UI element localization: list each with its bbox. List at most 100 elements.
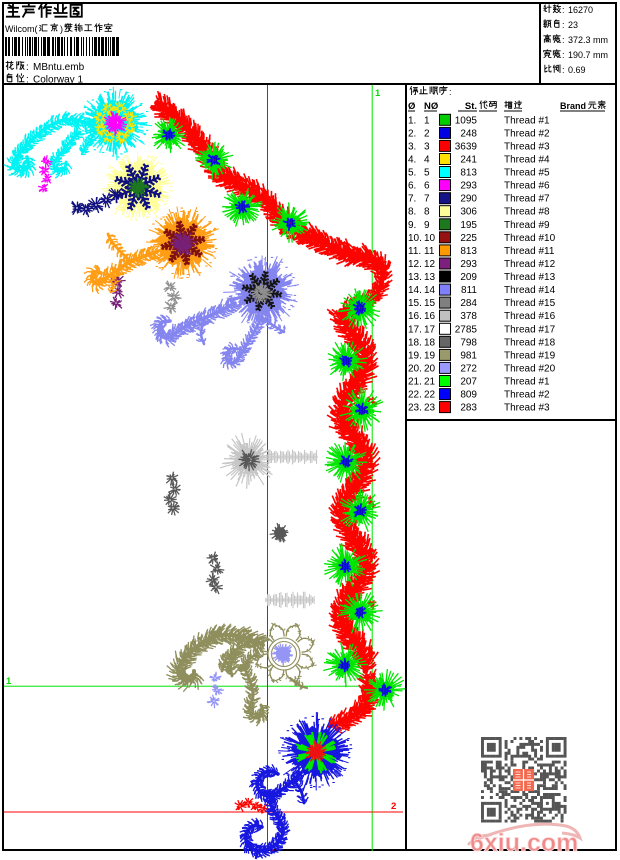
svg-text:Thread #1: Thread #1 [504,115,550,126]
svg-text:2785: 2785 [455,324,478,335]
svg-text:Thread #13: Thread #13 [504,272,556,283]
svg-text:MBntu.emb: MBntu.emb [33,62,85,73]
svg-text:11.: 11. [408,246,421,257]
svg-text::: : [26,75,29,86]
svg-text:Thread #2: Thread #2 [504,390,550,401]
svg-text:23: 23 [568,20,578,30]
svg-text:293: 293 [460,259,477,270]
svg-text:17: 17 [424,324,436,335]
svg-text:6: 6 [424,181,430,192]
svg-text:Thread #16: Thread #16 [504,311,556,322]
svg-text:Thread #15: Thread #15 [504,298,556,309]
svg-text:4.: 4. [408,154,416,165]
svg-text:18.: 18. [408,337,422,348]
svg-text:15: 15 [424,298,436,309]
svg-text:378: 378 [460,311,477,322]
svg-text:13: 13 [424,272,436,283]
svg-text:Thread #1: Thread #1 [504,377,550,388]
svg-text:248: 248 [460,128,477,139]
svg-text:Thread #11: Thread #11 [504,246,555,257]
svg-text:1: 1 [6,676,12,687]
svg-text:981: 981 [460,350,477,361]
svg-text:16.: 16. [408,311,422,322]
svg-text::: : [562,65,565,75]
svg-text:): ) [60,24,63,34]
svg-text:17.: 17. [408,324,422,335]
svg-text:16: 16 [424,311,436,322]
svg-text:8: 8 [424,207,430,218]
svg-text:207: 207 [460,377,477,388]
svg-text:1: 1 [375,88,381,99]
svg-text:Thread #8: Thread #8 [504,207,550,218]
svg-text:Thread #7: Thread #7 [504,194,550,205]
svg-text::: : [562,35,565,45]
svg-text::: : [562,5,565,15]
svg-text:12.: 12. [408,259,422,270]
svg-text:Brand: Brand [560,101,586,111]
svg-text:6.: 6. [408,181,416,192]
svg-text:3: 3 [424,141,430,152]
svg-text:1: 1 [424,115,430,126]
svg-text:Thread #10: Thread #10 [504,233,556,244]
svg-text:7: 7 [424,194,430,205]
svg-text:Thread #14: Thread #14 [504,285,556,296]
svg-text:9: 9 [424,220,430,231]
svg-text:13.: 13. [408,272,422,283]
svg-text::: : [449,87,452,97]
svg-text:3.: 3. [408,141,416,152]
svg-text:11: 11 [424,246,435,257]
svg-text:2: 2 [271,844,276,855]
svg-text:284: 284 [460,298,477,309]
svg-text:Thread #12: Thread #12 [504,259,556,270]
svg-text:2: 2 [391,801,396,812]
svg-text:23.: 23. [408,403,422,414]
svg-text:813: 813 [460,168,477,179]
svg-text:6xiu.com: 6xiu.com [470,829,578,857]
svg-text:293: 293 [460,181,477,192]
svg-text:Wilcom(: Wilcom( [5,24,38,34]
svg-text:21: 21 [424,377,436,388]
svg-text:Thread #18: Thread #18 [504,337,556,348]
svg-text:12: 12 [424,259,436,270]
svg-text:241: 241 [460,154,477,165]
svg-text:8.: 8. [408,207,416,218]
svg-text:209: 209 [460,272,477,283]
svg-text:2: 2 [424,128,430,139]
svg-text:14.: 14. [408,285,422,296]
svg-text:20: 20 [424,363,436,374]
svg-text:3639: 3639 [455,141,478,152]
svg-text:809: 809 [460,390,477,401]
svg-text:20.: 20. [408,363,422,374]
svg-text:15.: 15. [408,298,422,309]
svg-text:16270: 16270 [568,5,593,15]
svg-text:290: 290 [460,194,477,205]
svg-text:18: 18 [424,337,436,348]
svg-text:Thread #20: Thread #20 [504,363,556,374]
svg-text:225: 225 [460,233,477,244]
svg-text:10: 10 [424,233,436,244]
svg-text:Thread #17: Thread #17 [504,324,556,335]
svg-text:19: 19 [424,350,436,361]
svg-text:811: 811 [461,285,477,296]
svg-text:813: 813 [460,246,477,257]
svg-text::: : [26,62,29,73]
svg-text:1095: 1095 [455,115,478,126]
svg-text:7.: 7. [408,194,416,205]
svg-text:2.: 2. [408,128,416,139]
svg-text:23: 23 [424,403,436,414]
svg-text:798: 798 [460,337,477,348]
svg-text:0.69: 0.69 [568,65,586,75]
svg-text::: : [562,20,565,30]
svg-text:Thread #2: Thread #2 [504,128,550,139]
svg-text:Thread #19: Thread #19 [504,350,556,361]
svg-text:Thread #9: Thread #9 [504,220,550,231]
svg-text:4: 4 [424,154,430,165]
svg-text:10.: 10. [408,233,422,244]
svg-text:9.: 9. [408,220,416,231]
svg-text:21.: 21. [408,377,422,388]
svg-text:283: 283 [460,403,477,414]
svg-text:NØ: NØ [424,101,438,112]
svg-text:195: 195 [460,220,477,231]
svg-text:306: 306 [460,207,477,218]
svg-text:19.: 19. [408,350,422,361]
